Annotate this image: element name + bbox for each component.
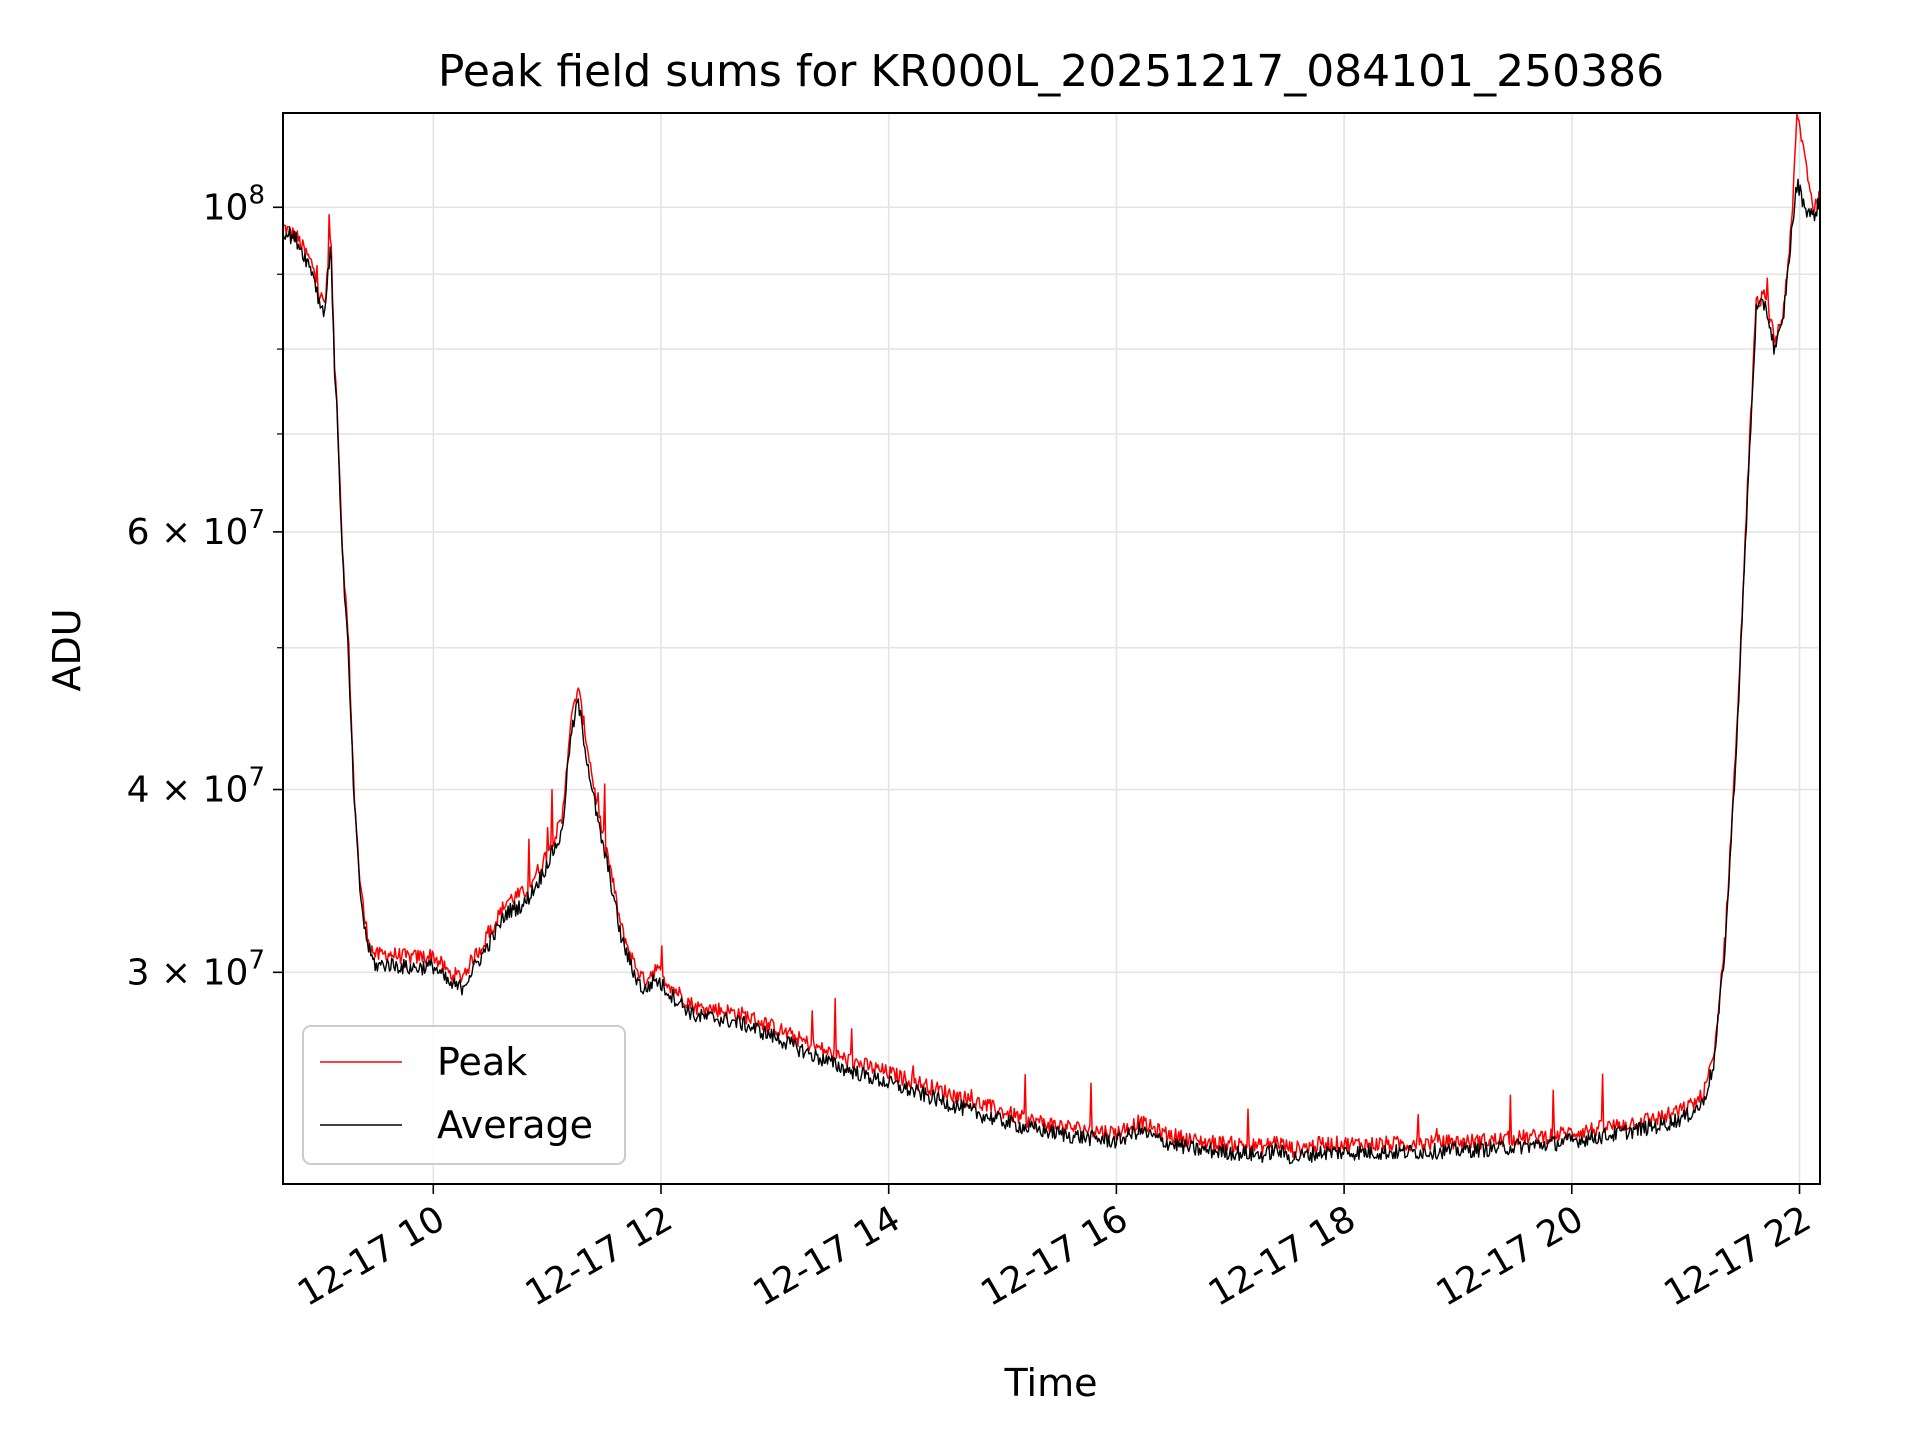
- grid: [283, 113, 1820, 1184]
- chart-title: Peak field sums for KR000L_20251217_0841…: [438, 46, 1664, 97]
- y-tick-label: 108: [203, 180, 265, 228]
- legend-label-peak: Peak: [437, 1040, 527, 1084]
- y-axis-label: ADU: [45, 608, 89, 691]
- x-axis-label: Time: [1004, 1361, 1098, 1405]
- y-tick-label: 6 × 107: [127, 505, 265, 553]
- plot-frame: [282, 112, 1821, 1185]
- y-tick-label: 3 × 107: [127, 945, 265, 993]
- series-layer: [282, 113, 1821, 1165]
- y-axis: 108 6 × 107 4 × 107 3 × 107: [127, 180, 283, 993]
- legend: Peak Average: [302, 1025, 626, 1165]
- legend-label-average: Average: [437, 1103, 593, 1147]
- series-line-average: [282, 178, 1821, 1165]
- y-tick-label: 4 × 107: [127, 763, 265, 811]
- legend-box: [302, 1025, 626, 1165]
